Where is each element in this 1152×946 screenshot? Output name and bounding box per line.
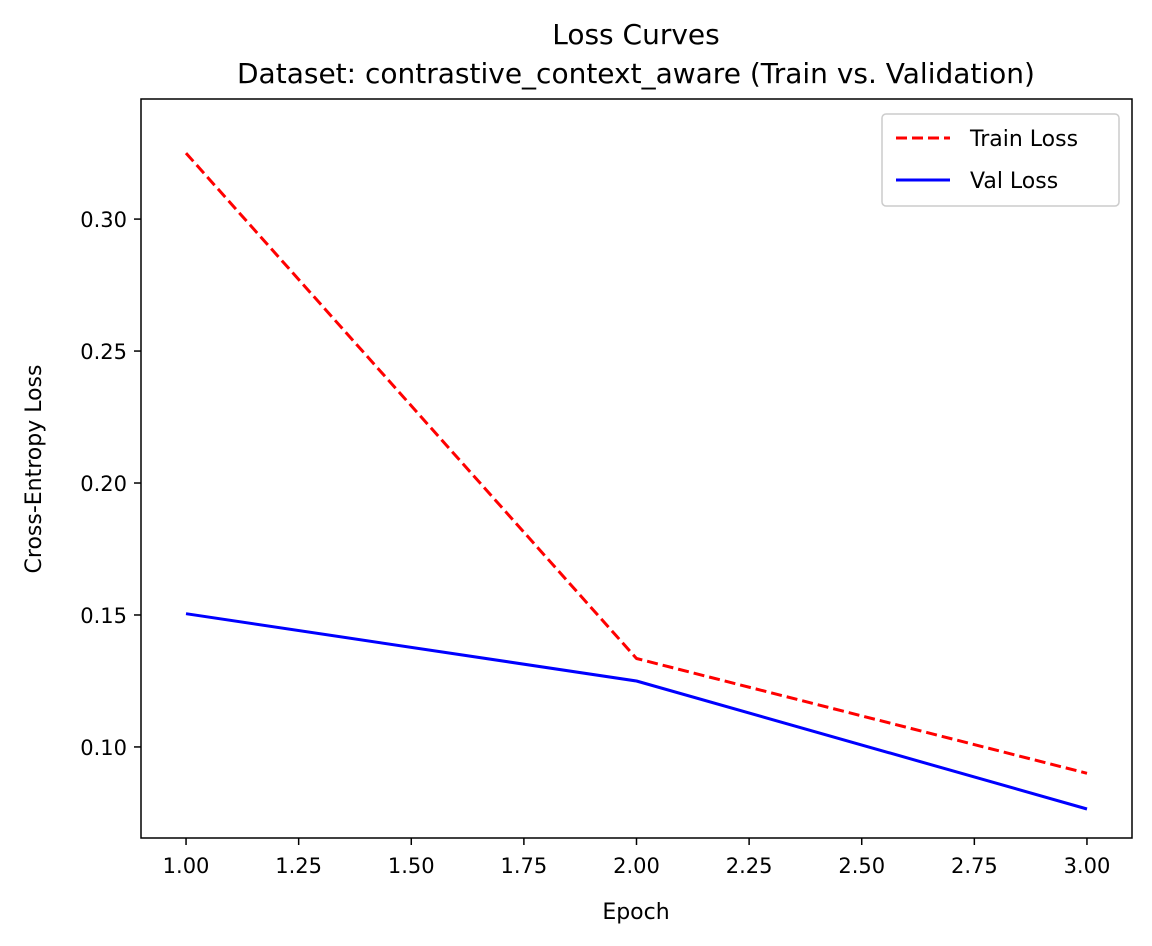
x-tick-label: 3.00 xyxy=(1064,854,1111,878)
chart-title: Loss Curves xyxy=(552,18,720,51)
x-tick-label: 2.00 xyxy=(613,854,660,878)
x-tick-label: 1.75 xyxy=(501,854,548,878)
y-axis-label: Cross-Entropy Loss xyxy=(22,365,47,574)
y-tick-label: 0.30 xyxy=(80,208,127,232)
chart-subtitle: Dataset: contrastive_context_aware (Trai… xyxy=(237,57,1035,90)
y-tick-label: 0.25 xyxy=(80,340,127,364)
series-line-train-loss xyxy=(184,152,1088,775)
series-line-val-loss xyxy=(185,612,1088,811)
x-tick-label: 2.50 xyxy=(838,854,885,878)
x-tick-label: 2.75 xyxy=(951,854,998,878)
legend-box xyxy=(881,113,1120,207)
x-tick-label: 1.25 xyxy=(275,854,322,878)
x-axis-label: Epoch xyxy=(602,900,669,925)
y-tick-label: 0.10 xyxy=(80,736,127,760)
legend-label-train-loss: Train Loss xyxy=(969,127,1078,152)
legend: Train Loss Val Loss xyxy=(881,113,1120,207)
legend-label-val-loss: Val Loss xyxy=(970,169,1058,194)
x-tick-label: 1.50 xyxy=(388,854,435,878)
y-tick-label: 0.20 xyxy=(80,472,127,496)
x-tick-label: 1.00 xyxy=(163,854,210,878)
series-layer xyxy=(184,152,1088,811)
x-tick-label: 2.25 xyxy=(726,854,773,878)
axis-ticks: 1.00 1.25 1.50 1.75 2.00 2.25 2.50 2.75 3.00 0.10… xyxy=(80,208,1110,878)
plot-frame xyxy=(140,98,1133,839)
y-tick-label: 0.15 xyxy=(80,604,127,628)
